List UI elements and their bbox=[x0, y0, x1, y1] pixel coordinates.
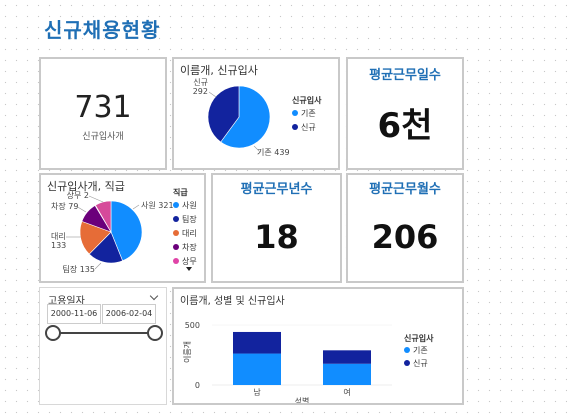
legend-item: 대리 bbox=[182, 229, 197, 238]
avg-years-title: 평균근무년수 bbox=[240, 182, 313, 197]
x-tick-label: 여 bbox=[343, 387, 350, 397]
new-hires-label: 신규입사개 bbox=[82, 132, 124, 142]
pie-hire-title: 이름개, 신규입사 bbox=[180, 64, 258, 77]
legend-marker bbox=[173, 202, 179, 208]
avg-years-card[interactable]: 평균근무년수 18 bbox=[211, 173, 342, 283]
pie-data-label: 133 bbox=[51, 241, 66, 250]
slider-start-handle[interactable] bbox=[45, 325, 61, 341]
start-date-input[interactable]: 2000-11-06 bbox=[47, 304, 101, 324]
legend-item: 신규 bbox=[301, 123, 316, 132]
legend-item: 기존 bbox=[301, 109, 316, 118]
x-axis-label: 성별 bbox=[295, 396, 310, 405]
avg-days-card[interactable]: 평균근무일수 6천 bbox=[346, 57, 464, 170]
chevron-down-icon[interactable] bbox=[149, 291, 159, 301]
avg-months-value: 206 bbox=[371, 218, 439, 256]
legend-item: 신규 bbox=[413, 359, 428, 368]
legend-marker bbox=[404, 347, 410, 353]
pie-data-label: 상무 2 bbox=[67, 190, 89, 200]
pie-leader-line bbox=[208, 91, 217, 98]
legend-title: 신규입사 bbox=[292, 95, 322, 105]
legend-item: 팀장 bbox=[182, 214, 197, 224]
new-hires-value: 731 bbox=[74, 90, 132, 125]
legend-scroll-down-icon[interactable] bbox=[186, 267, 192, 271]
x-tick-label: 남 bbox=[253, 388, 261, 397]
pie-hire-card[interactable]: 이름개, 신규입사 기존 439 신규 292 신규입사 기존 신규 bbox=[172, 57, 340, 170]
slicer-title: 고용일자 bbox=[48, 296, 85, 307]
pie-data-label: 기존 439 bbox=[257, 148, 290, 157]
legend-marker bbox=[173, 244, 179, 250]
y-tick-label: 0 bbox=[195, 381, 200, 390]
avg-days-value: 6천 bbox=[377, 106, 433, 146]
legend-title: 신규입사 bbox=[404, 333, 434, 343]
date-slicer[interactable]: 고용일자 2000-11-06 2006-02-04 bbox=[39, 287, 167, 405]
bar-신규[interactable] bbox=[233, 331, 281, 354]
page-title: 신규채용현황 bbox=[44, 18, 161, 42]
bar-chart-title: 이름개, 성별 및 신규입사 bbox=[180, 296, 285, 307]
pie-leader-line bbox=[75, 205, 87, 213]
pie-leader-line bbox=[88, 195, 104, 203]
pie-data-label: 신규 bbox=[193, 78, 208, 87]
avg-years-value: 18 bbox=[254, 218, 299, 256]
slider-end-handle[interactable] bbox=[147, 325, 163, 341]
pie-rank-card[interactable]: 신규입사개, 직급 사원 321 팀장 135 대리 133 차장 79 상무 2 직급 사원… bbox=[39, 173, 206, 283]
legend-marker bbox=[292, 124, 298, 130]
y-tick-label: 500 bbox=[185, 321, 200, 330]
avg-days-title: 평균근무일수 bbox=[369, 68, 441, 83]
legend-item: 차장 bbox=[182, 242, 197, 252]
bar-기존[interactable] bbox=[233, 353, 281, 385]
bar-신규[interactable] bbox=[323, 350, 371, 364]
legend-item: 사원 bbox=[182, 201, 197, 210]
pie-data-label: 292 bbox=[193, 87, 208, 96]
legend-item: 기존 bbox=[413, 346, 428, 355]
legend-marker bbox=[404, 360, 410, 366]
pie-slice-기존[interactable] bbox=[220, 85, 271, 149]
avg-months-card[interactable]: 평균근무월수 206 bbox=[346, 173, 464, 283]
legend-marker bbox=[173, 216, 179, 222]
pie-leader-line bbox=[132, 204, 140, 210]
legend-marker bbox=[173, 258, 179, 264]
legend-item: 상무 bbox=[182, 256, 197, 266]
bar-기존[interactable] bbox=[323, 363, 371, 385]
end-date-input[interactable]: 2006-02-04 bbox=[102, 304, 156, 324]
slider-track[interactable] bbox=[54, 332, 152, 334]
pie-data-label: 사원 321 bbox=[141, 201, 174, 210]
y-axis-label: 이름개 bbox=[182, 341, 192, 363]
pie-data-label: 팀장 135 bbox=[62, 264, 95, 274]
legend-title: 직급 bbox=[173, 187, 188, 197]
pie-leader-line bbox=[94, 262, 102, 270]
pie-leader-line bbox=[253, 145, 261, 153]
legend-marker bbox=[173, 230, 179, 236]
pie-slice-사원[interactable] bbox=[110, 200, 143, 262]
pie-rank-title: 신규입사개, 직급 bbox=[47, 180, 125, 193]
legend-marker bbox=[292, 110, 298, 116]
new-hires-card[interactable]: 731 신규입사개 bbox=[39, 57, 167, 170]
pie-slice-신규[interactable] bbox=[207, 85, 240, 143]
pie-data-label: 차장 79 bbox=[51, 201, 78, 211]
avg-months-title: 평균근무월수 bbox=[369, 182, 441, 197]
pie-data-label: 대리 bbox=[51, 232, 66, 241]
